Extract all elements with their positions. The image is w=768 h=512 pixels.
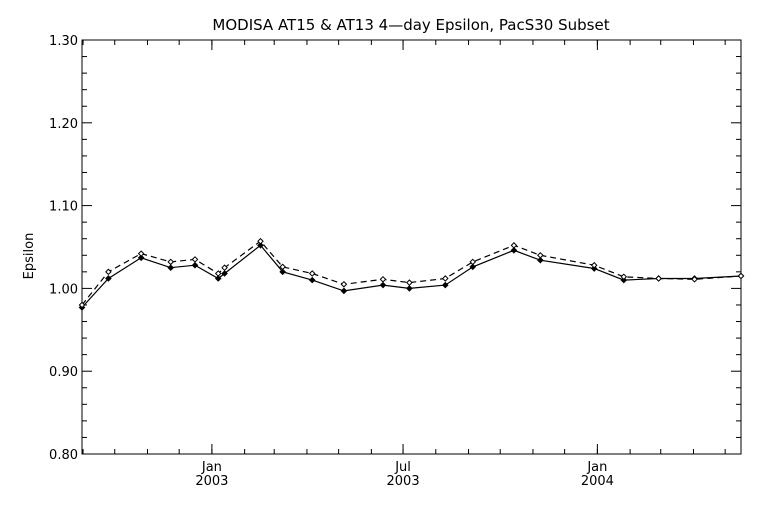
y-tick-label: 1.20	[49, 117, 78, 132]
data-point-solid	[257, 242, 264, 249]
chart-title: MODISA AT15 & AT13 4—day Epsilon, PacS30…	[212, 16, 609, 34]
data-point-solid	[469, 263, 477, 271]
axis-ticks: 0.800.901.001.101.201.30Jan2003Jul2003Ja…	[49, 34, 741, 489]
data-point-solid	[590, 265, 598, 272]
y-tick-label: 0.90	[49, 365, 78, 380]
data-point-dashed	[510, 242, 518, 249]
data-point-dashed	[340, 280, 348, 288]
data-point-dashed	[469, 258, 477, 266]
data-point-dashed	[78, 301, 86, 309]
data-point-dashed	[221, 264, 228, 272]
plot-frame	[81, 39, 742, 455]
data-point-dashed	[214, 270, 222, 277]
x-tick-label-year: 2003	[387, 474, 420, 489]
data-point-solid	[221, 270, 228, 277]
y-tick-label: 1.00	[49, 282, 78, 297]
data-point-dashed	[655, 275, 662, 282]
x-tick-label-year: 2003	[195, 474, 228, 489]
y-axis-label: Epsilon	[22, 233, 37, 280]
data-point-dashed	[441, 275, 449, 282]
data-point-dashed	[737, 272, 745, 280]
data-point-dashed	[137, 250, 145, 257]
data-point-solid	[510, 247, 518, 254]
data-point-dashed	[308, 270, 316, 277]
data-point-dashed	[691, 275, 698, 283]
data-point-solid	[308, 276, 316, 284]
data-point-dashed	[379, 275, 387, 283]
series-line-dashed	[81, 240, 742, 306]
data-point-solid	[441, 281, 449, 289]
data-point-solid	[214, 275, 222, 282]
y-tick-label: 1.10	[49, 200, 78, 215]
data-point-dashed	[191, 256, 199, 263]
x-tick-label-month: Jan	[586, 460, 607, 475]
data-point-solid	[105, 275, 112, 282]
data-point-solid	[340, 287, 348, 295]
x-tick-label-year: 2004	[581, 474, 614, 489]
series-line-solid	[81, 244, 742, 308]
data-point-dashed	[406, 279, 413, 286]
data-point-solid	[406, 285, 413, 292]
data-point-solid	[191, 261, 199, 269]
data-point-dashed	[105, 268, 112, 276]
data-point-solid	[379, 281, 387, 289]
data-point-dashed	[620, 273, 628, 281]
data-point-dashed	[537, 251, 544, 259]
y-tick-label: 1.30	[49, 34, 78, 49]
series-group	[78, 237, 745, 311]
data-point-solid	[167, 264, 175, 272]
x-tick-label-month: Jul	[394, 460, 411, 475]
data-point-dashed	[257, 237, 264, 245]
data-point-solid	[137, 254, 145, 262]
data-point-solid	[279, 268, 286, 276]
y-tick-label: 0.80	[49, 448, 78, 463]
data-point-dashed	[167, 258, 175, 266]
x-tick-label-month: Jan	[201, 460, 222, 475]
data-point-solid	[620, 276, 628, 284]
data-point-dashed	[590, 261, 598, 269]
data-point-dashed	[279, 263, 286, 271]
data-point-solid	[537, 256, 544, 264]
